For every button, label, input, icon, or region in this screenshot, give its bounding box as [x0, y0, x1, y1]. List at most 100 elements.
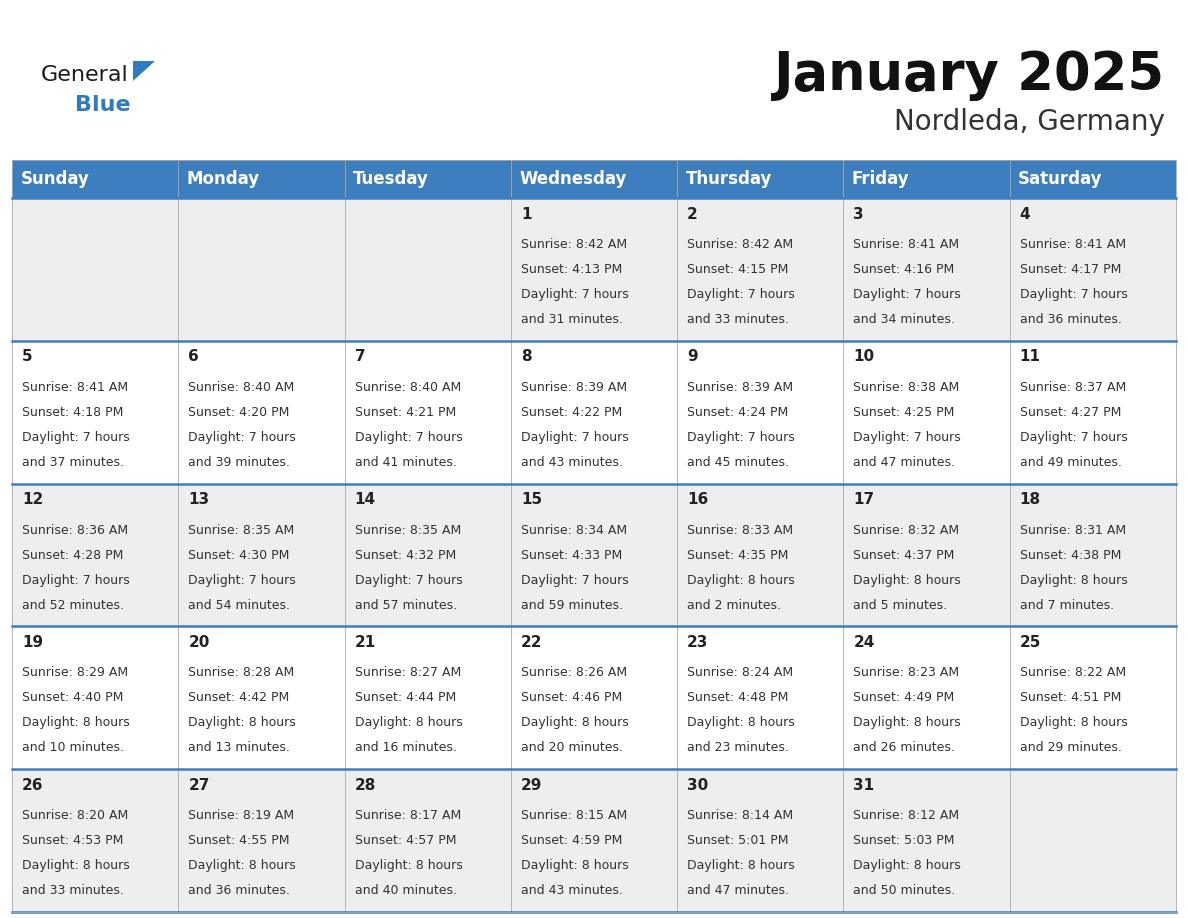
- Text: and 54 minutes.: and 54 minutes.: [188, 599, 290, 611]
- Text: 19: 19: [21, 635, 43, 650]
- Text: 4: 4: [1019, 207, 1030, 221]
- Text: Daylight: 7 hours: Daylight: 7 hours: [21, 431, 129, 443]
- Bar: [12, 769, 1176, 912]
- Text: Sunset: 4:37 PM: Sunset: 4:37 PM: [853, 549, 955, 562]
- Text: Daylight: 7 hours: Daylight: 7 hours: [1019, 431, 1127, 443]
- Text: Sunrise: 8:28 AM: Sunrise: 8:28 AM: [188, 666, 295, 679]
- Text: Daylight: 7 hours: Daylight: 7 hours: [354, 574, 462, 587]
- Text: and 37 minutes.: and 37 minutes.: [21, 455, 124, 469]
- Text: and 47 minutes.: and 47 minutes.: [853, 455, 955, 469]
- Bar: [12, 198, 1176, 341]
- Text: Sunset: 4:15 PM: Sunset: 4:15 PM: [687, 263, 789, 276]
- Text: Sunrise: 8:27 AM: Sunrise: 8:27 AM: [354, 666, 461, 679]
- Text: Sunrise: 8:36 AM: Sunrise: 8:36 AM: [21, 523, 128, 537]
- Text: and 43 minutes.: and 43 minutes.: [520, 884, 623, 897]
- Text: and 29 minutes.: and 29 minutes.: [1019, 742, 1121, 755]
- Text: and 47 minutes.: and 47 minutes.: [687, 884, 789, 897]
- Text: Sunset: 4:16 PM: Sunset: 4:16 PM: [853, 263, 955, 276]
- Text: 14: 14: [354, 492, 375, 507]
- Text: Daylight: 8 hours: Daylight: 8 hours: [1019, 716, 1127, 730]
- Text: Sunset: 4:25 PM: Sunset: 4:25 PM: [853, 406, 955, 419]
- Text: Daylight: 8 hours: Daylight: 8 hours: [520, 859, 628, 872]
- Text: and 45 minutes.: and 45 minutes.: [687, 455, 789, 469]
- Text: and 36 minutes.: and 36 minutes.: [1019, 313, 1121, 326]
- Text: Friday: Friday: [852, 170, 909, 188]
- Text: Daylight: 7 hours: Daylight: 7 hours: [687, 431, 795, 443]
- Text: Sunset: 4:49 PM: Sunset: 4:49 PM: [853, 691, 955, 704]
- Text: Sunset: 4:40 PM: Sunset: 4:40 PM: [21, 691, 124, 704]
- Text: Daylight: 7 hours: Daylight: 7 hours: [520, 431, 628, 443]
- Text: Daylight: 7 hours: Daylight: 7 hours: [853, 288, 961, 301]
- Text: Sunset: 4:42 PM: Sunset: 4:42 PM: [188, 691, 290, 704]
- Text: Daylight: 8 hours: Daylight: 8 hours: [687, 574, 795, 587]
- Text: Daylight: 8 hours: Daylight: 8 hours: [687, 716, 795, 730]
- Bar: [12, 626, 1176, 769]
- Text: and 50 minutes.: and 50 minutes.: [853, 884, 955, 897]
- Text: 6: 6: [188, 350, 200, 364]
- Text: 8: 8: [520, 350, 531, 364]
- Text: Sunrise: 8:42 AM: Sunrise: 8:42 AM: [687, 238, 794, 251]
- Text: Daylight: 8 hours: Daylight: 8 hours: [853, 574, 961, 587]
- Text: Daylight: 7 hours: Daylight: 7 hours: [21, 574, 129, 587]
- Text: Daylight: 8 hours: Daylight: 8 hours: [853, 859, 961, 872]
- Text: Daylight: 8 hours: Daylight: 8 hours: [188, 716, 296, 730]
- Text: Sunset: 4:30 PM: Sunset: 4:30 PM: [188, 549, 290, 562]
- Text: 2: 2: [687, 207, 697, 221]
- Text: Daylight: 8 hours: Daylight: 8 hours: [188, 859, 296, 872]
- Text: Sunset: 4:57 PM: Sunset: 4:57 PM: [354, 834, 456, 847]
- Text: Monday: Monday: [187, 170, 260, 188]
- Text: Sunset: 4:17 PM: Sunset: 4:17 PM: [1019, 263, 1121, 276]
- Text: 27: 27: [188, 778, 209, 793]
- Text: Sunrise: 8:33 AM: Sunrise: 8:33 AM: [687, 523, 794, 537]
- Text: Daylight: 8 hours: Daylight: 8 hours: [354, 716, 462, 730]
- Text: and 23 minutes.: and 23 minutes.: [687, 742, 789, 755]
- Text: Sunrise: 8:35 AM: Sunrise: 8:35 AM: [188, 523, 295, 537]
- Text: Sunrise: 8:23 AM: Sunrise: 8:23 AM: [853, 666, 960, 679]
- Text: Blue: Blue: [75, 95, 131, 115]
- Text: and 26 minutes.: and 26 minutes.: [853, 742, 955, 755]
- Text: Sunset: 4:27 PM: Sunset: 4:27 PM: [1019, 406, 1121, 419]
- Text: Sunset: 4:22 PM: Sunset: 4:22 PM: [520, 406, 623, 419]
- Text: and 20 minutes.: and 20 minutes.: [520, 742, 623, 755]
- Text: 10: 10: [853, 350, 874, 364]
- Text: and 7 minutes.: and 7 minutes.: [1019, 599, 1114, 611]
- Text: Sunset: 4:20 PM: Sunset: 4:20 PM: [188, 406, 290, 419]
- Text: and 59 minutes.: and 59 minutes.: [520, 599, 623, 611]
- Text: Sunset: 4:21 PM: Sunset: 4:21 PM: [354, 406, 456, 419]
- Text: Sunset: 4:18 PM: Sunset: 4:18 PM: [21, 406, 124, 419]
- Text: Daylight: 7 hours: Daylight: 7 hours: [188, 431, 296, 443]
- Text: 5: 5: [21, 350, 32, 364]
- Text: Sunrise: 8:31 AM: Sunrise: 8:31 AM: [1019, 523, 1126, 537]
- Text: and 40 minutes.: and 40 minutes.: [354, 884, 456, 897]
- Text: and 34 minutes.: and 34 minutes.: [853, 313, 955, 326]
- Text: Daylight: 8 hours: Daylight: 8 hours: [21, 859, 129, 872]
- Text: Sunrise: 8:42 AM: Sunrise: 8:42 AM: [520, 238, 627, 251]
- Text: Sunset: 4:33 PM: Sunset: 4:33 PM: [520, 549, 623, 562]
- Text: Thursday: Thursday: [685, 170, 772, 188]
- Text: Saturday: Saturday: [1018, 170, 1102, 188]
- Text: 11: 11: [1019, 350, 1041, 364]
- Text: Sunrise: 8:12 AM: Sunrise: 8:12 AM: [853, 809, 960, 823]
- Text: Daylight: 8 hours: Daylight: 8 hours: [1019, 574, 1127, 587]
- Text: Sunrise: 8:19 AM: Sunrise: 8:19 AM: [188, 809, 295, 823]
- Text: 7: 7: [354, 350, 365, 364]
- Text: and 43 minutes.: and 43 minutes.: [520, 455, 623, 469]
- Text: Sunrise: 8:40 AM: Sunrise: 8:40 AM: [354, 381, 461, 394]
- Text: January 2025: January 2025: [775, 49, 1165, 101]
- Text: Nordleda, Germany: Nordleda, Germany: [895, 108, 1165, 136]
- Text: Sunset: 4:13 PM: Sunset: 4:13 PM: [520, 263, 623, 276]
- Text: Sunset: 4:53 PM: Sunset: 4:53 PM: [21, 834, 124, 847]
- Text: Sunrise: 8:41 AM: Sunrise: 8:41 AM: [21, 381, 128, 394]
- Text: Sunrise: 8:20 AM: Sunrise: 8:20 AM: [21, 809, 128, 823]
- Text: Sunrise: 8:14 AM: Sunrise: 8:14 AM: [687, 809, 794, 823]
- Text: and 36 minutes.: and 36 minutes.: [188, 884, 290, 897]
- Text: 17: 17: [853, 492, 874, 507]
- Text: Daylight: 8 hours: Daylight: 8 hours: [687, 859, 795, 872]
- Text: 25: 25: [1019, 635, 1041, 650]
- Text: Tuesday: Tuesday: [353, 170, 429, 188]
- Text: Daylight: 7 hours: Daylight: 7 hours: [354, 431, 462, 443]
- Text: Sunrise: 8:41 AM: Sunrise: 8:41 AM: [1019, 238, 1126, 251]
- Text: 31: 31: [853, 778, 874, 793]
- Text: Daylight: 7 hours: Daylight: 7 hours: [1019, 288, 1127, 301]
- Text: 1: 1: [520, 207, 531, 221]
